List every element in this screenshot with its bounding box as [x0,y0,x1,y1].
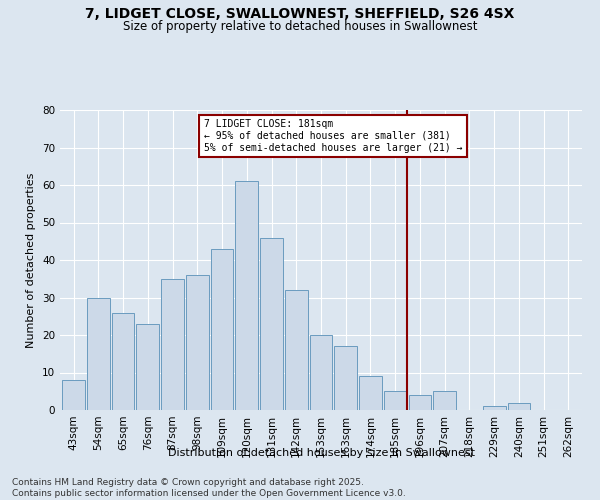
Bar [334,346,357,410]
Text: Distribution of detached houses by size in Swallownest: Distribution of detached houses by size … [167,448,475,458]
Bar [359,376,382,410]
Bar [211,248,233,410]
Bar [161,279,184,410]
Bar [384,391,407,410]
Y-axis label: Number of detached properties: Number of detached properties [26,172,37,348]
Bar [62,380,85,410]
Bar [310,335,332,410]
Bar [87,298,110,410]
Bar [186,275,209,410]
Bar [235,181,258,410]
Text: Contains HM Land Registry data © Crown copyright and database right 2025.
Contai: Contains HM Land Registry data © Crown c… [12,478,406,498]
Text: 7, LIDGET CLOSE, SWALLOWNEST, SHEFFIELD, S26 4SX: 7, LIDGET CLOSE, SWALLOWNEST, SHEFFIELD,… [85,8,515,22]
Bar [260,238,283,410]
Bar [508,402,530,410]
Bar [112,312,134,410]
Bar [136,324,159,410]
Bar [409,395,431,410]
Bar [285,290,308,410]
Text: Size of property relative to detached houses in Swallownest: Size of property relative to detached ho… [123,20,477,33]
Bar [483,406,506,410]
Bar [433,391,456,410]
Text: 7 LIDGET CLOSE: 181sqm
← 95% of detached houses are smaller (381)
5% of semi-det: 7 LIDGET CLOSE: 181sqm ← 95% of detached… [204,120,463,152]
